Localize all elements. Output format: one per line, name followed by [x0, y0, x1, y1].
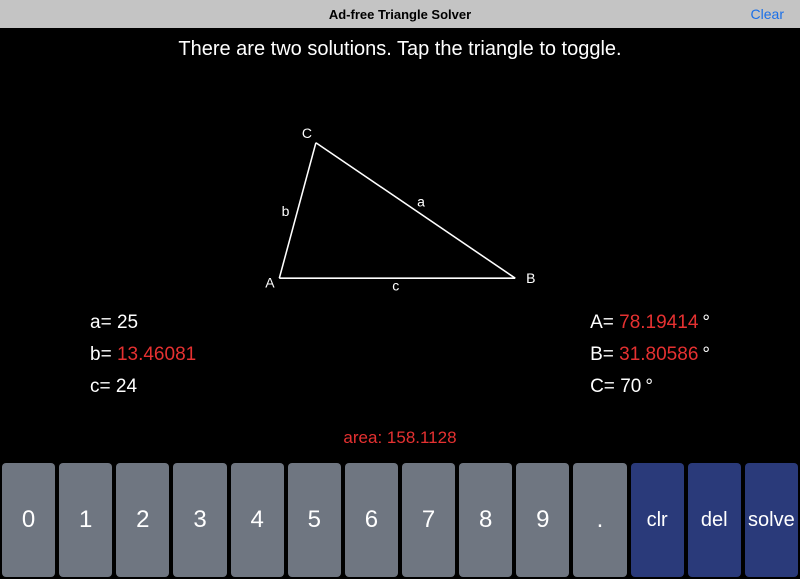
key-1[interactable]: 1 — [59, 463, 112, 577]
side-a-value: 25 — [117, 312, 138, 333]
key-dot[interactable]: . — [573, 463, 626, 577]
title-bar: Ad-free Triangle Solver Clear — [0, 0, 800, 28]
angle-b-label: B= — [590, 344, 619, 365]
triangle-canvas[interactable]: a b c A B C — [0, 82, 800, 300]
key-2[interactable]: 2 — [116, 463, 169, 577]
side-b-value: 13.46081 — [117, 344, 196, 365]
key-6[interactable]: 6 — [345, 463, 398, 577]
key-0[interactable]: 0 — [2, 463, 55, 577]
sides-column: a= 25 b= 13.46081 c= 24 — [90, 312, 196, 398]
angle-a-label: A= — [590, 312, 619, 333]
edge-label-b: b — [282, 203, 290, 219]
area-line: area: 158.1128 — [0, 428, 800, 448]
key-clr[interactable]: clr — [631, 463, 684, 577]
side-c-row[interactable]: c= 24 — [90, 376, 196, 398]
angle-c-value: 70 — [620, 376, 641, 397]
side-c-label: c= — [90, 376, 116, 397]
side-b-label: b= — [90, 344, 117, 365]
vertex-label-A: A — [265, 275, 275, 291]
side-a-label: a= — [90, 312, 117, 333]
key-del[interactable]: del — [688, 463, 741, 577]
angle-c-label: C= — [590, 376, 620, 397]
angle-a-row[interactable]: A= 78.19414° — [590, 312, 710, 334]
vertex-label-C: C — [302, 125, 312, 141]
key-4[interactable]: 4 — [231, 463, 284, 577]
triangle-svg: a b c A B C — [0, 82, 800, 300]
angle-b-value: 31.80586 — [619, 344, 698, 365]
angle-a-degree: ° — [702, 312, 710, 333]
side-b-row[interactable]: b= 13.46081 — [90, 344, 196, 366]
content-area: There are two solutions. Tap the triangl… — [0, 28, 800, 463]
key-5[interactable]: 5 — [288, 463, 341, 577]
key-solve[interactable]: solve — [745, 463, 798, 577]
side-c-value: 24 — [116, 376, 137, 397]
area-value: 158.1128 — [387, 428, 457, 447]
angle-c-degree: ° — [645, 376, 653, 397]
angle-b-row[interactable]: B= 31.80586° — [590, 344, 710, 366]
vertex-label-B: B — [526, 270, 535, 286]
key-3[interactable]: 3 — [173, 463, 226, 577]
readout-panel: a= 25 b= 13.46081 c= 24 A= 78.19414° B= … — [90, 312, 710, 398]
edge-a — [316, 143, 515, 278]
angle-c-row[interactable]: C= 70° — [590, 376, 710, 398]
side-a-row[interactable]: a= 25 — [90, 312, 196, 334]
key-8[interactable]: 8 — [459, 463, 512, 577]
area-label: area: — [343, 428, 386, 447]
clear-button[interactable]: Clear — [751, 6, 784, 22]
app-title: Ad-free Triangle Solver — [329, 7, 471, 22]
key-7[interactable]: 7 — [402, 463, 455, 577]
edge-label-c: c — [392, 278, 399, 294]
keypad: 0123456789.clrdelsolve — [0, 463, 800, 579]
instruction-text: There are two solutions. Tap the triangl… — [0, 38, 800, 61]
angle-b-degree: ° — [702, 344, 710, 365]
key-9[interactable]: 9 — [516, 463, 569, 577]
angle-a-value: 78.19414 — [619, 312, 698, 333]
edge-label-a: a — [417, 194, 425, 210]
angles-column: A= 78.19414° B= 31.80586° C= 70° — [590, 312, 710, 398]
